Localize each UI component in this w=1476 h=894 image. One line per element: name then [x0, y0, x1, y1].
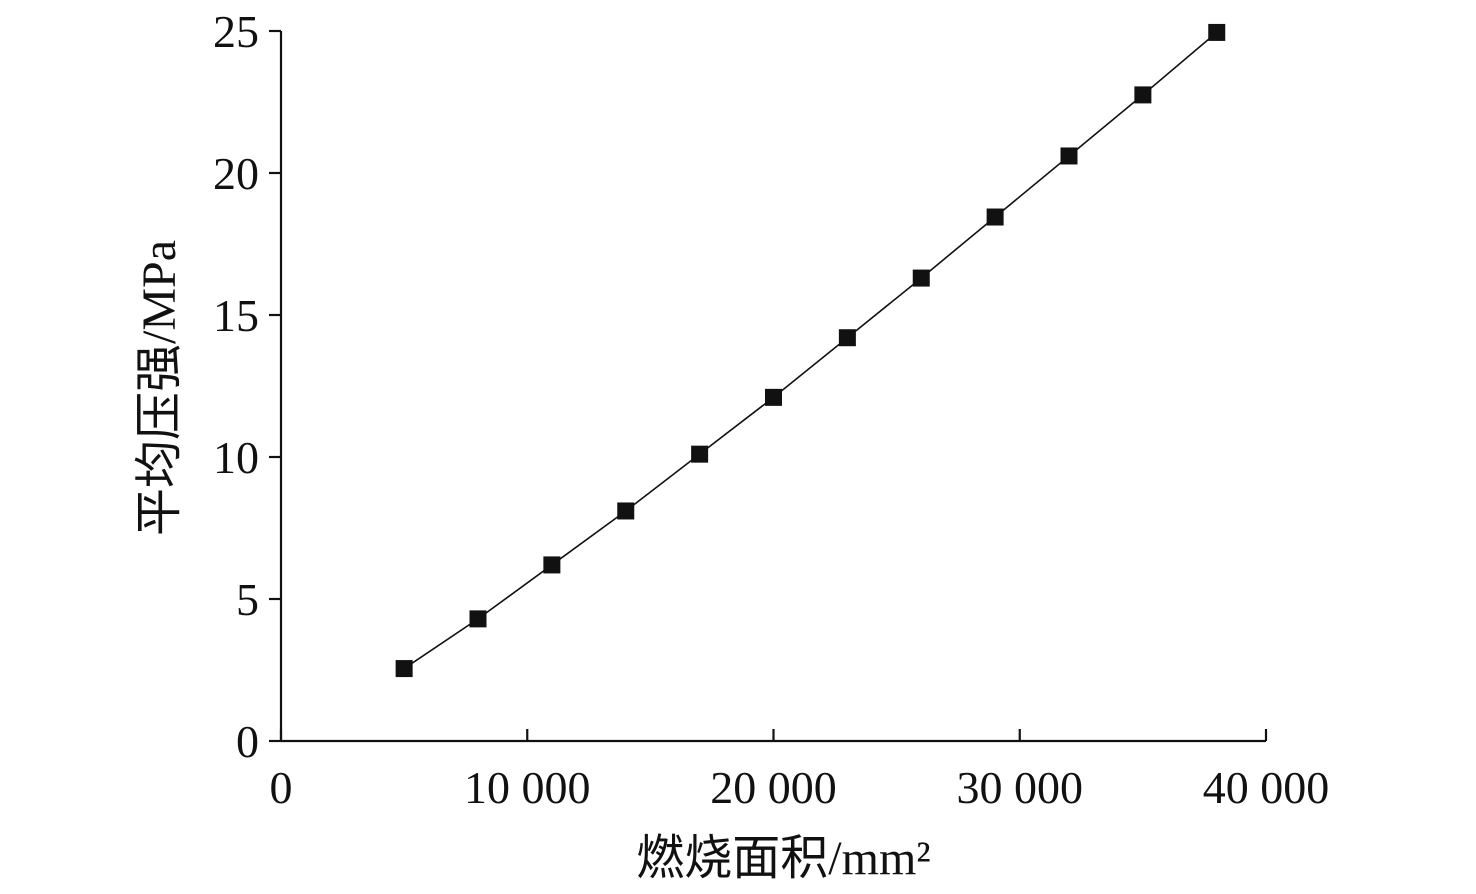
- x-axis-ticks: 0 10 000 20 000 30 000 40 000: [270, 729, 1330, 813]
- data-point-marker: [765, 388, 782, 406]
- x-tick-label: 10 000: [464, 762, 591, 813]
- x-tick-label: 30 000: [957, 762, 1084, 813]
- y-tick-label: 10: [213, 432, 259, 483]
- data-point-marker: [986, 208, 1004, 226]
- x-tick-label: 0: [270, 762, 293, 813]
- y-tick-label: 5: [236, 574, 259, 625]
- y-tick-label: 25: [213, 6, 259, 57]
- y-axis-title: 平均压强/MPa: [133, 240, 186, 536]
- y-tick-label: 0: [236, 716, 259, 767]
- data-point-marker: [617, 502, 635, 520]
- y-tick-label: 20: [213, 148, 259, 199]
- series-line: [403, 31, 1218, 670]
- data-point-marker: [1208, 23, 1226, 41]
- x-axis-title: 燃烧面积/mm²: [636, 832, 930, 885]
- data-point-marker: [543, 556, 561, 574]
- data-point-marker: [395, 660, 413, 678]
- series-group: [395, 23, 1226, 678]
- data-point-marker: [838, 329, 856, 347]
- data-point-marker: [1060, 147, 1078, 165]
- x-tick-label: 40 000: [1203, 762, 1330, 813]
- data-point-marker: [691, 445, 709, 463]
- y-tick-label: 15: [213, 290, 259, 341]
- data-point-marker: [469, 610, 487, 628]
- x-tick-label: 20 000: [710, 762, 837, 813]
- data-point-marker: [1134, 86, 1152, 104]
- y-axis-ticks: 0 5 10 15 20 25: [213, 6, 281, 767]
- data-point-marker: [912, 269, 930, 287]
